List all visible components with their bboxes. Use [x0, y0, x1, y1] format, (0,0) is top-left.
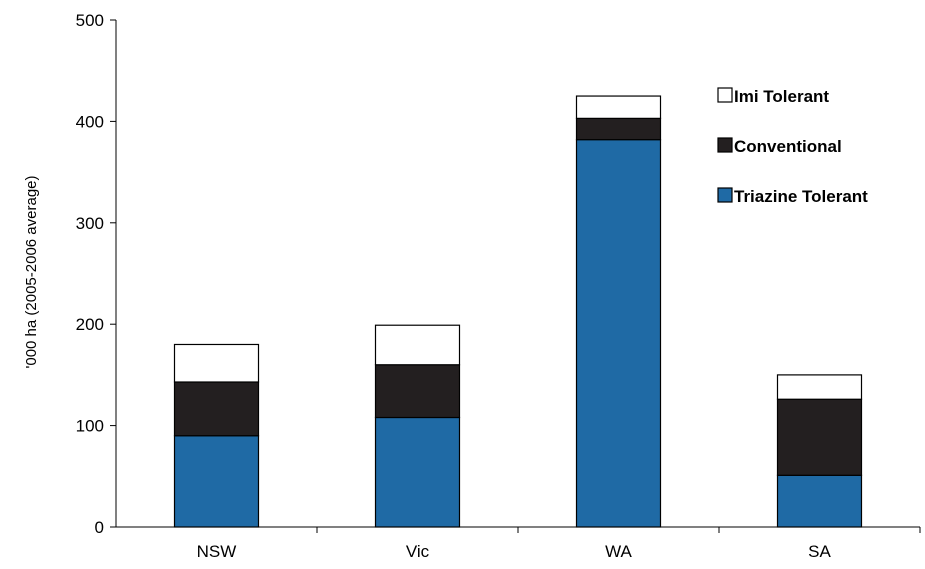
y-axis-title: '000 ha (2005-2006 average) — [23, 175, 40, 368]
legend-swatch-imi-tolerant — [717, 87, 733, 103]
bar-nsw-triazine-tolerant — [173, 435, 260, 528]
x-tick-label: Vic — [406, 542, 430, 561]
y-tick-label: 400 — [76, 112, 104, 131]
bar-sa-conventional — [776, 398, 863, 476]
bar-sa-imi-tolerant — [776, 374, 863, 400]
bar-vic-triazine-tolerant — [374, 416, 461, 528]
bars-layer — [173, 95, 863, 528]
y-tick-label: 200 — [76, 315, 104, 334]
legend-label-triazine-tolerant: Triazine Tolerant — [734, 187, 868, 206]
y-tick-label: 300 — [76, 214, 104, 233]
legend-swatch-triazine-tolerant — [717, 187, 733, 203]
legend-swatch-conventional — [717, 137, 733, 153]
y-tick-label: 100 — [76, 417, 104, 436]
x-tick-label: NSW — [197, 542, 237, 561]
x-tick-label: WA — [605, 542, 632, 561]
bar-nsw-conventional — [173, 381, 260, 437]
legend: Imi Tolerant Conventional Triazine Toleran… — [717, 87, 868, 206]
x-tick-label: SA — [808, 542, 831, 561]
bar-vic-imi-tolerant — [374, 324, 461, 366]
bar-wa-conventional — [575, 117, 662, 141]
legend-label-conventional: Conventional — [734, 137, 842, 156]
bar-wa-triazine-tolerant — [575, 139, 662, 528]
bar-wa-imi-tolerant — [575, 95, 662, 119]
bar-nsw-imi-tolerant — [173, 343, 260, 383]
bar-sa-triazine-tolerant — [776, 474, 863, 528]
legend-label-imi-tolerant: Imi Tolerant — [734, 87, 829, 106]
axes-layer: NSW Vic WA SA 0 100 200 300 400 500 — [76, 11, 921, 561]
bar-vic-conventional — [374, 364, 461, 419]
y-tick-label: 500 — [76, 11, 104, 30]
y-tick-label: 0 — [95, 518, 104, 537]
